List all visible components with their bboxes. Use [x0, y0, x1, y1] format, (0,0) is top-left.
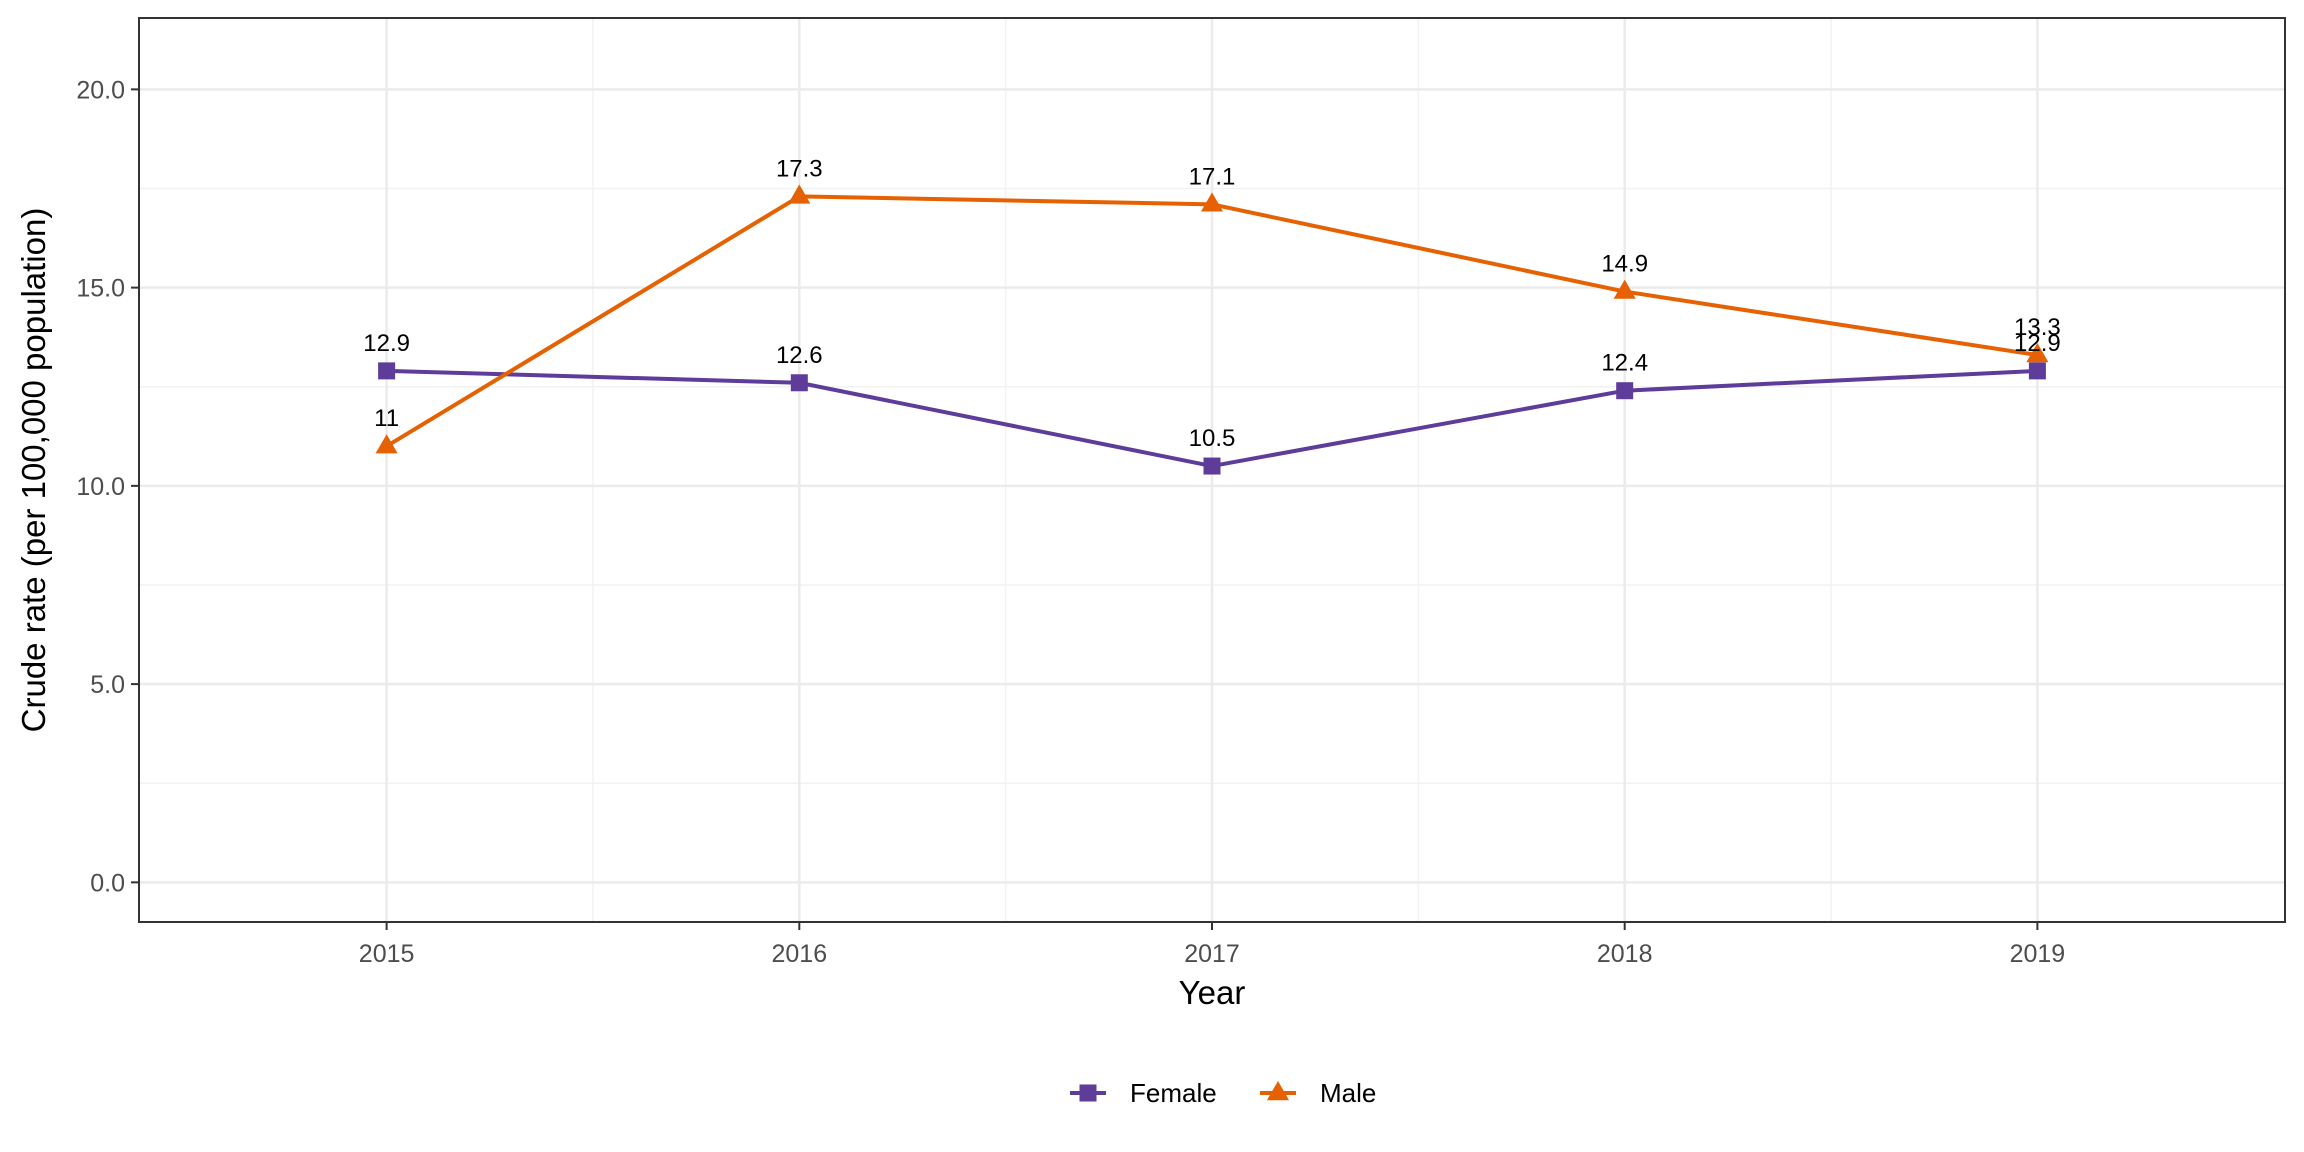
x-tick-label: 2015 [359, 940, 415, 968]
male-data-label-2017: 17.1 [1189, 163, 1236, 190]
female-data-label-2017: 10.5 [1189, 425, 1236, 452]
female-data-label-2018: 12.4 [1601, 350, 1648, 377]
male-data-label-2016: 17.3 [776, 155, 823, 182]
female-data-label-2016: 12.6 [776, 342, 823, 369]
y-tick-label: 15.0 [76, 275, 125, 303]
female-point-2018 [1616, 382, 1634, 400]
y-tick-label: 10.0 [76, 473, 125, 501]
female-point-2016 [790, 374, 808, 392]
female-data-label-2019: 12.9 [2014, 330, 2061, 357]
legend-key-marker-female [1079, 1084, 1097, 1102]
axes: 0.0 5.0 10.0 15.0 20.0 2015 2016 2017 2018 2019 [76, 76, 2065, 968]
male-point-2018 [1613, 279, 1636, 299]
legend-key-marker-male [1266, 1081, 1290, 1101]
x-tick-label: 2016 [771, 940, 827, 968]
legend-label-male: Male [1320, 1078, 1376, 1108]
y-tick-label: 0.0 [90, 869, 125, 897]
female-point-2019 [2028, 362, 2046, 380]
gridlines [139, 18, 2285, 922]
y-axis-title: Crude rate (per 100,000 population) [15, 208, 52, 733]
male-data-label-2019: 13.3 [2014, 314, 2061, 341]
male-point-2015 [375, 434, 398, 454]
female-point-2015 [378, 362, 396, 380]
x-tick-label: 2019 [2010, 940, 2066, 968]
female-point-2017 [1203, 457, 1221, 475]
male-data-label-2018: 14.9 [1601, 251, 1648, 278]
male-point-2016 [788, 184, 811, 204]
legend: Female Male [1070, 1078, 1376, 1108]
x-tick-label: 2017 [1184, 940, 1240, 968]
male-point-2019 [2026, 343, 2049, 363]
female-data-label-2015: 12.9 [363, 330, 410, 357]
data-labels: 12.9 12.6 10.5 12.4 12.9 11 17.3 17.1 14.9 13.3 [363, 155, 2060, 452]
x-axis-title: Year [1179, 974, 1246, 1011]
x-tick-label: 2018 [1597, 940, 1653, 968]
legend-label-female: Female [1130, 1078, 1217, 1108]
y-tick-label: 5.0 [90, 671, 125, 699]
male-data-label-2015: 11 [374, 405, 399, 432]
male-point-2017 [1200, 192, 1224, 212]
series [375, 184, 2049, 475]
y-tick-label: 20.0 [76, 76, 125, 104]
